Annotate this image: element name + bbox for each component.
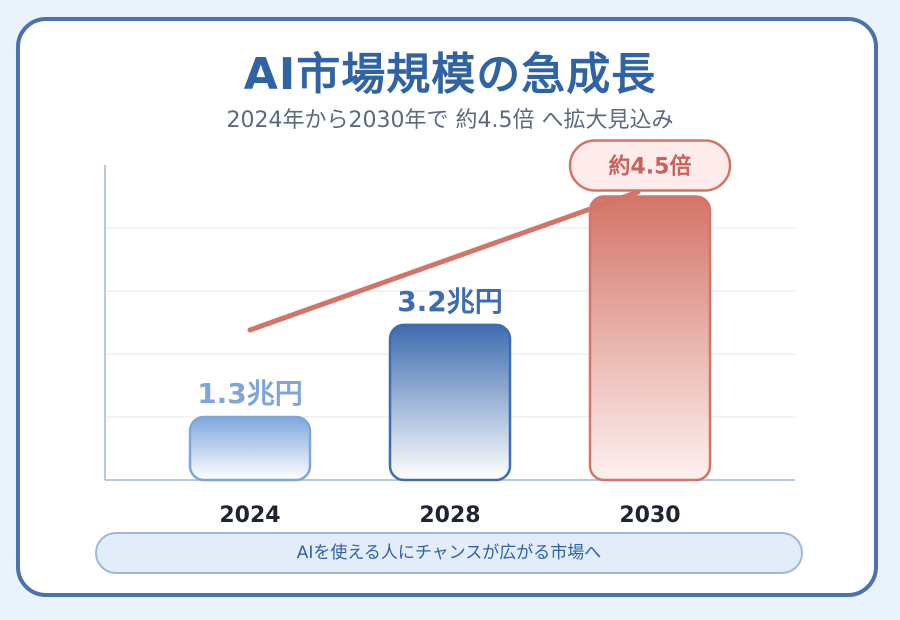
chart-subtitle: 2024年から2030年で 約4.5倍 へ拡大見込み bbox=[226, 108, 674, 133]
bar-2024 bbox=[188, 415, 312, 482]
data-label-2024: 1.3兆円 bbox=[197, 377, 303, 410]
footer-message: AIを使える人にチャンスが広がる市場へ bbox=[95, 532, 803, 574]
x-tick-label-2030: 2030 bbox=[619, 503, 680, 528]
chart-title: AI市場規模の急成長 bbox=[243, 49, 657, 100]
bar-2030 bbox=[588, 195, 712, 482]
x-tick-label-2024: 2024 bbox=[219, 503, 280, 528]
bar-2028 bbox=[388, 323, 512, 482]
growth-badge bbox=[568, 139, 732, 192]
trend-arrow bbox=[247, 189, 641, 333]
growth-badge-label: 約4.5倍 bbox=[609, 154, 692, 180]
data-label-2028: 3.2兆円 bbox=[397, 285, 503, 318]
card-frame bbox=[16, 17, 878, 597]
x-tick-label-2028: 2028 bbox=[419, 503, 480, 528]
